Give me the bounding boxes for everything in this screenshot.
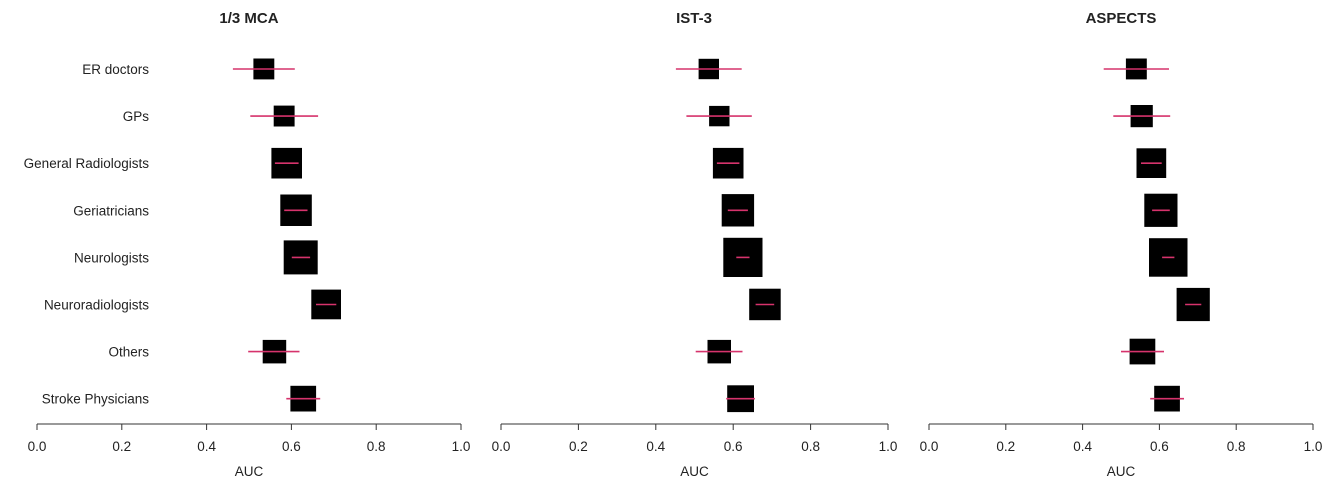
x-tick-label: 0.8 bbox=[801, 439, 820, 454]
x-tick-label: 1.0 bbox=[879, 439, 898, 454]
x-tick-label: 0.2 bbox=[112, 439, 131, 454]
category-label: ER doctors bbox=[82, 62, 149, 77]
category-label: Stroke Physicians bbox=[42, 392, 150, 407]
panel-title: 1/3 MCA bbox=[219, 10, 278, 27]
x-tick-label: 0.8 bbox=[367, 439, 386, 454]
x-axis-label: AUC bbox=[1107, 464, 1136, 479]
x-tick-label: 0.2 bbox=[569, 439, 588, 454]
x-tick-label: 0.4 bbox=[646, 439, 665, 454]
x-tick-label: 0.0 bbox=[492, 439, 511, 454]
x-tick-label: 0.4 bbox=[1073, 439, 1092, 454]
x-axis-label: AUC bbox=[680, 464, 709, 479]
x-tick-label: 0.6 bbox=[282, 439, 301, 454]
panel-aspects: ASPECTS 0.0 0.2 0.4 0.6 0.8 1.0 AUC bbox=[920, 10, 1323, 479]
x-tick-label: 1.0 bbox=[452, 439, 471, 454]
x-tick-label: 0.6 bbox=[724, 439, 743, 454]
panel-ist-3: IST-3 0.0 0.2 0.4 0.6 0.8 1.0 AUC bbox=[492, 10, 898, 479]
x-axis-label: AUC bbox=[235, 464, 264, 479]
category-label: Neuroradiologists bbox=[44, 298, 149, 313]
category-label: Neurologists bbox=[74, 250, 149, 265]
x-tick-label: 0.2 bbox=[996, 439, 1015, 454]
x-tick-label: 0.8 bbox=[1227, 439, 1246, 454]
panel-title: IST-3 bbox=[676, 10, 712, 27]
category-label: Others bbox=[108, 345, 149, 360]
x-tick-label: 0.0 bbox=[920, 439, 939, 454]
x-tick-label: 0.6 bbox=[1150, 439, 1169, 454]
x-tick-label: 1.0 bbox=[1304, 439, 1323, 454]
category-label: General Radiologists bbox=[24, 156, 150, 171]
x-tick-label: 0.0 bbox=[28, 439, 47, 454]
panel-title: ASPECTS bbox=[1086, 10, 1157, 27]
panel-1-3-mca: 1/3 MCA ER doctors GPs General Radiologists… bbox=[24, 10, 471, 479]
x-tick-label: 0.4 bbox=[197, 439, 216, 454]
category-label: Geriatricians bbox=[73, 203, 149, 218]
category-label: GPs bbox=[123, 109, 150, 124]
